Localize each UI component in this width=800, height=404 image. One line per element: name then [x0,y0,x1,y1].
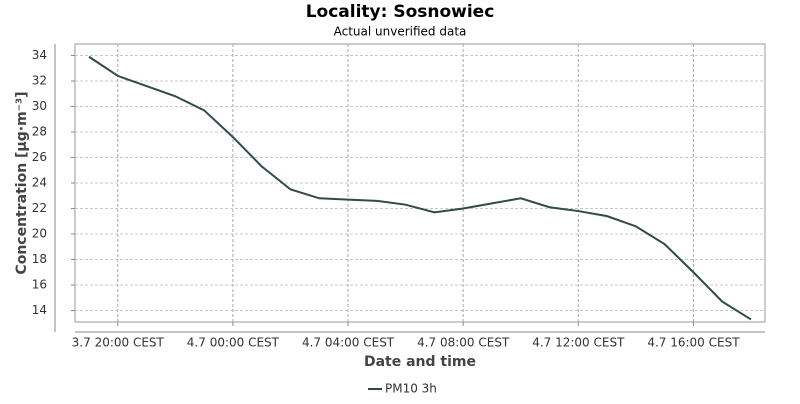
y-tick-label: 24 [32,176,47,190]
x-tick-label: 4.7 12:00 CEST [532,336,625,350]
y-tick-label: 22 [32,201,47,215]
chart-title: Locality: Sosnowiec [306,2,495,22]
y-tick-label: 34 [32,48,47,62]
y-tick-label: 32 [32,73,47,87]
y-tick-label: 20 [32,227,47,241]
x-tick-label: 4.7 08:00 CEST [417,336,510,350]
x-tick-label: 4.7 00:00 CEST [187,336,280,350]
legend-label: PM10 3h [385,382,437,396]
x-tick-label: 4.7 16:00 CEST [647,336,740,350]
y-tick-label: 16 [32,278,47,292]
data-line [88,55,752,321]
y-axis-label: Concentration [µg·m⁻³] [14,91,30,274]
y-tick-label: 28 [32,124,47,138]
x-tick-label: 4.7 04:00 CEST [302,336,395,350]
y-tick-label: 18 [32,252,47,266]
x-tick-label: 3.7 20:00 CEST [72,336,165,350]
chart-subtitle: Actual unverified data [334,25,467,39]
x-axis-label: Date and time [364,354,476,370]
y-tick-label: 14 [32,303,47,317]
y-tick-label: 30 [32,99,47,113]
y-tick-label: 26 [32,150,47,164]
